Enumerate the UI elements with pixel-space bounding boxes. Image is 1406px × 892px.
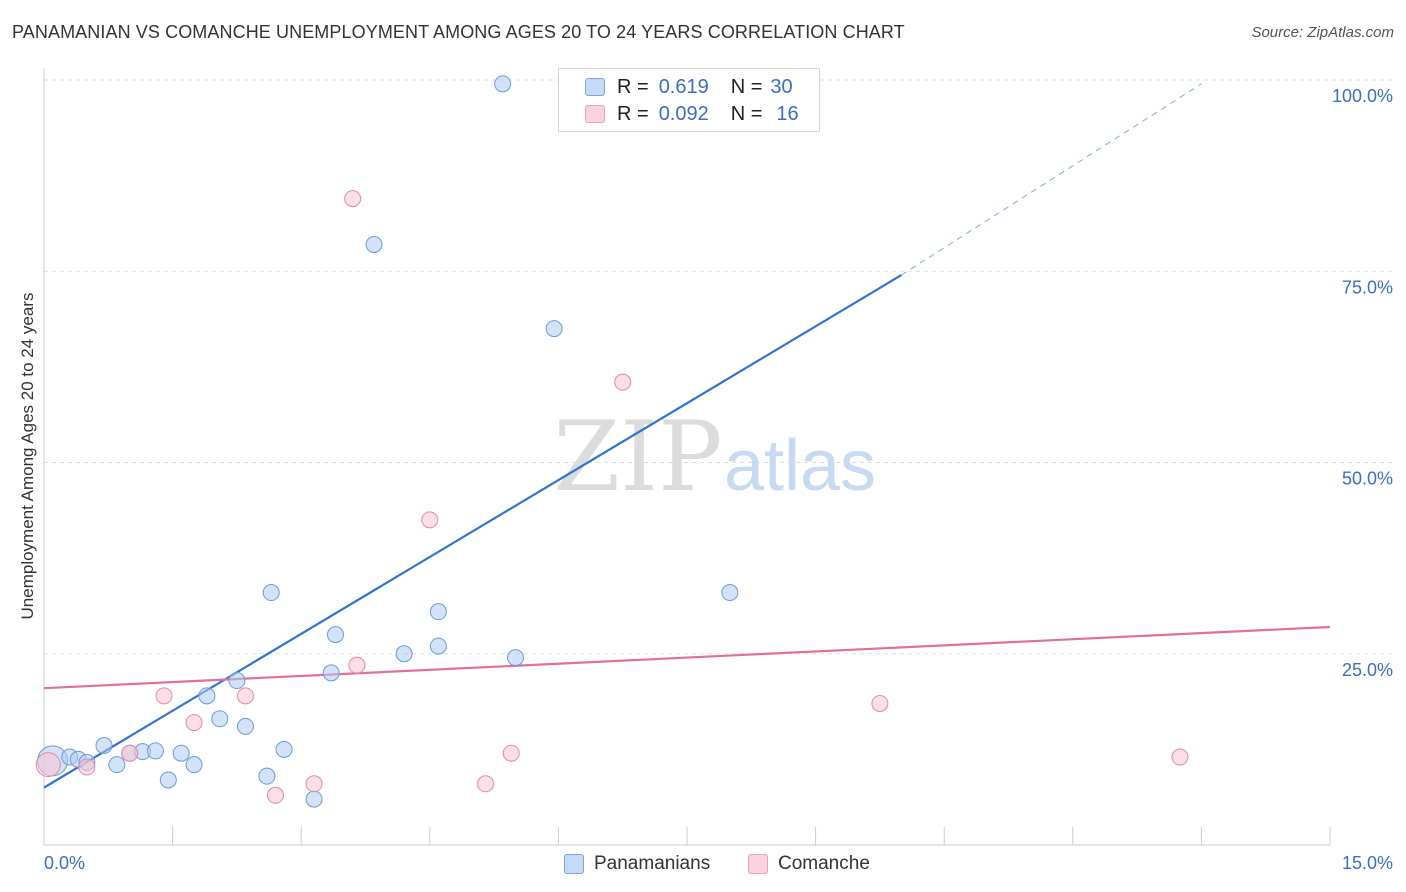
panamanians-point: [198, 687, 216, 705]
comanche-point: [236, 687, 254, 705]
gridlines: [44, 79, 1392, 655]
bottom-legend-swatch-panamanians: [564, 854, 584, 874]
panamanians-point: [159, 771, 177, 789]
comanche-point: [1171, 748, 1189, 766]
data-points: [35, 75, 1189, 808]
bottom-legend-comanche: Comanche: [748, 852, 870, 876]
legend-swatch-comanche: [585, 105, 605, 123]
comanche-point: [78, 758, 96, 776]
panamanians-point: [236, 717, 254, 735]
comanche-point: [477, 775, 495, 793]
comanche-point: [348, 656, 366, 674]
legend-row-comanche: R = 0.092 N = 16: [585, 103, 799, 125]
panamanians-point: [172, 744, 190, 762]
comanche-point: [871, 694, 889, 712]
comanche-point: [121, 744, 139, 762]
watermark-atlas: atlas: [724, 426, 876, 506]
legend-r-value: 0.092: [658, 102, 709, 125]
comanche-point: [305, 775, 323, 793]
legend-r-label: R =: [617, 75, 649, 98]
panamanians-point: [429, 603, 447, 621]
bottom-legend-swatch-comanche: [748, 854, 768, 874]
legend-n-value: 16: [776, 102, 799, 125]
comanche-point: [344, 190, 362, 208]
panamanians-point: [211, 710, 229, 728]
panamanians-point: [545, 320, 563, 338]
bottom-legend-panamanians: Panamanians: [564, 852, 710, 876]
panamanians-point: [365, 235, 383, 253]
comanche-point: [421, 511, 439, 529]
comanche-point: [502, 744, 520, 762]
panamanians-point: [228, 672, 246, 690]
y-tick-label: 25.0%: [1342, 660, 1393, 680]
panamanians-point: [326, 626, 344, 644]
panamanians-point: [108, 756, 126, 774]
panamanians-trendline: [43, 274, 902, 789]
panamanians-trendline-extension: [901, 83, 1202, 276]
panamanians-point: [275, 740, 293, 758]
comanche-point: [155, 687, 173, 705]
x-tick-label: 15.0%: [1342, 853, 1393, 873]
legend-n-label: N =: [730, 102, 763, 125]
comanche-point: [614, 373, 632, 391]
source-label: Source: ZipAtlas.com: [1251, 24, 1394, 41]
panamanians-point: [262, 584, 280, 602]
panamanians-point: [429, 637, 447, 655]
y-tick-label: 100.0%: [1332, 86, 1393, 106]
panamanians-point: [494, 75, 512, 93]
x-tick-labels: 0.0% 15.0%: [44, 853, 1393, 873]
panamanians-point: [322, 664, 340, 682]
legend-r-label: R =: [617, 102, 649, 125]
panamanians-point: [395, 645, 413, 663]
y-tick-label: 75.0%: [1342, 277, 1393, 297]
trendlines: [43, 83, 1331, 789]
axes: [43, 68, 1331, 846]
chart-title: PANAMANIAN VS COMANCHE UNEMPLOYMENT AMON…: [12, 22, 905, 42]
y-tick-label: 50.0%: [1342, 469, 1393, 489]
legend-r-value: 0.619: [658, 75, 709, 98]
comanche-point: [266, 786, 284, 804]
panamanians-point: [95, 737, 113, 755]
x-tick-label: 0.0%: [44, 853, 85, 873]
panamanians-point: [258, 767, 276, 785]
panamanians-point: [146, 742, 164, 760]
comanche-trendline: [43, 625, 1331, 690]
panamanians-point: [185, 756, 203, 774]
watermark: ZIP atlas: [553, 401, 876, 513]
panamanians-point: [507, 649, 525, 667]
comanche-point: [35, 752, 61, 778]
bottom-legend-label-comanche: Comanche: [778, 853, 870, 874]
stats-legend: R = 0.619 N = 30 R = 0.092 N = 16: [558, 68, 820, 132]
y-tick-labels: 100.0% 75.0% 50.0% 25.0%: [1332, 86, 1393, 680]
legend-n-value: 30: [770, 75, 793, 98]
panamanians-point: [305, 790, 323, 808]
comanche-point: [185, 714, 203, 732]
panamanians-point: [721, 584, 739, 602]
bottom-legend-label-panamanians: Panamanians: [594, 853, 711, 874]
legend-swatch-panamanians: [585, 78, 605, 96]
watermark-zip: ZIP: [553, 401, 722, 513]
legend-n-label: N =: [730, 75, 763, 98]
legend-row-panamanians: R = 0.619 N = 30: [585, 76, 793, 98]
